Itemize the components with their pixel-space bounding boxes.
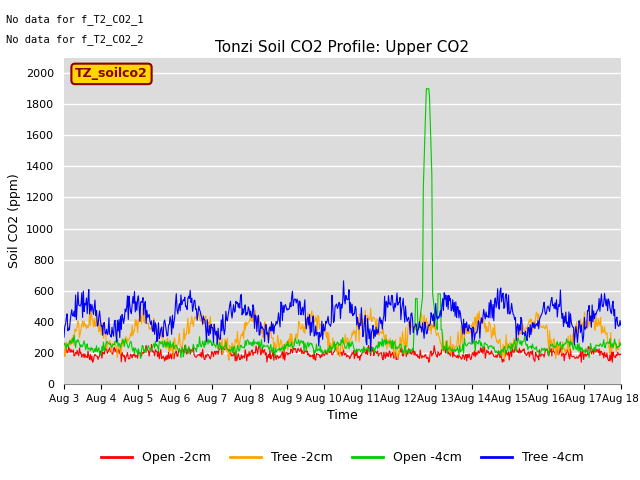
X-axis label: Time: Time	[327, 409, 358, 422]
Title: Tonzi Soil CO2 Profile: Upper CO2: Tonzi Soil CO2 Profile: Upper CO2	[216, 40, 469, 55]
Text: No data for f_T2_CO2_1: No data for f_T2_CO2_1	[6, 14, 144, 25]
Text: TZ_soilco2: TZ_soilco2	[75, 67, 148, 80]
Y-axis label: Soil CO2 (ppm): Soil CO2 (ppm)	[8, 173, 20, 268]
Text: No data for f_T2_CO2_2: No data for f_T2_CO2_2	[6, 34, 144, 45]
Legend: Open -2cm, Tree -2cm, Open -4cm, Tree -4cm: Open -2cm, Tree -2cm, Open -4cm, Tree -4…	[96, 446, 589, 469]
